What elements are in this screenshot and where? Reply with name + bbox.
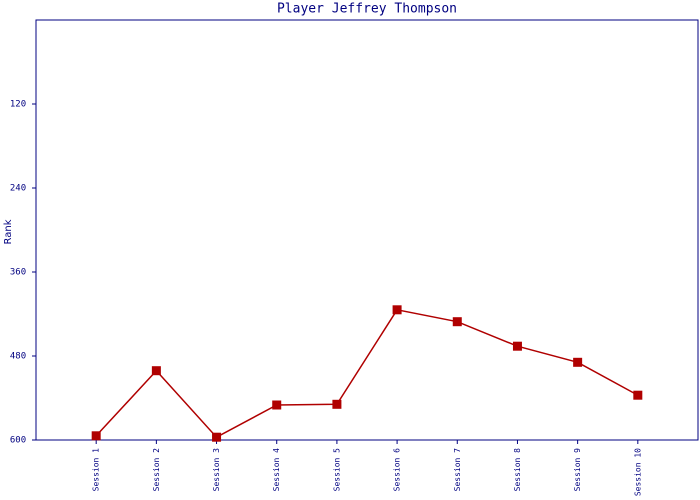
x-tick-label: Session 5 xyxy=(332,448,341,492)
x-tick-label: Session 9 xyxy=(573,448,582,492)
x-tick-label: Session 4 xyxy=(272,448,281,492)
x-tick-label: Session 7 xyxy=(453,448,462,492)
y-tick-label: 480 xyxy=(10,352,26,362)
point-marker xyxy=(452,317,462,327)
point-marker xyxy=(272,400,282,410)
x-tick-label: Session 10 xyxy=(633,448,642,496)
point-marker xyxy=(212,432,222,442)
y-tick-label: 600 xyxy=(10,436,26,446)
x-tick-label: Session 6 xyxy=(393,448,402,492)
point-marker xyxy=(573,357,583,367)
x-tick-label: Session 3 xyxy=(212,448,221,492)
point-marker xyxy=(151,366,161,376)
y-axis-label: Rank xyxy=(3,219,14,244)
y-tick-label: 240 xyxy=(10,184,26,194)
x-tick-label: Session 2 xyxy=(152,448,161,492)
x-tick-label: Session 8 xyxy=(513,448,522,492)
x-tick-label: Session 1 xyxy=(92,448,101,492)
y-tick-label: 120 xyxy=(10,100,26,110)
point-marker xyxy=(512,341,522,351)
point-marker xyxy=(392,305,402,315)
point-marker xyxy=(633,390,643,400)
series-line xyxy=(95,308,639,439)
plot-frame xyxy=(35,19,699,441)
point-marker xyxy=(332,399,342,409)
point-marker xyxy=(91,431,101,441)
chart-title: Player Jeffrey Thompson xyxy=(277,2,457,17)
y-tick-label: 360 xyxy=(10,268,26,278)
